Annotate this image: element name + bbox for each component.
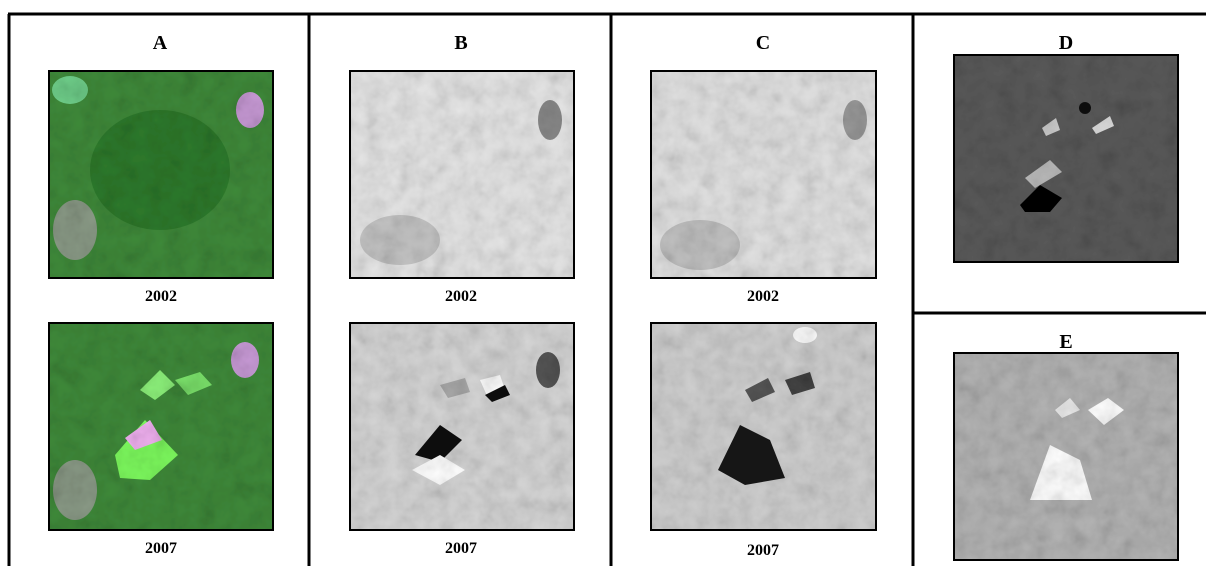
year-caption: 2007 <box>445 540 477 557</box>
figure: A 2002 2007 B 2002 2007 C <box>0 0 1206 566</box>
panel-label: E <box>1059 331 1072 353</box>
satellite-image <box>651 71 876 278</box>
year-caption: 2002 <box>145 288 177 305</box>
panel-label: B <box>454 32 467 54</box>
satellite-image <box>350 323 574 530</box>
year-caption: 2007 <box>747 542 779 559</box>
satellite-image <box>954 353 1178 560</box>
satellite-image <box>954 55 1178 262</box>
panel-label: D <box>1059 32 1073 54</box>
year-caption: 2007 <box>145 540 177 557</box>
panel-label: C <box>756 32 770 54</box>
satellite-image <box>651 323 876 530</box>
satellite-image <box>350 71 574 278</box>
year-caption: 2002 <box>445 288 477 305</box>
panel-label: A <box>153 32 168 54</box>
year-caption: 2002 <box>747 288 779 305</box>
satellite-image <box>49 71 273 278</box>
satellite-image <box>49 323 273 530</box>
